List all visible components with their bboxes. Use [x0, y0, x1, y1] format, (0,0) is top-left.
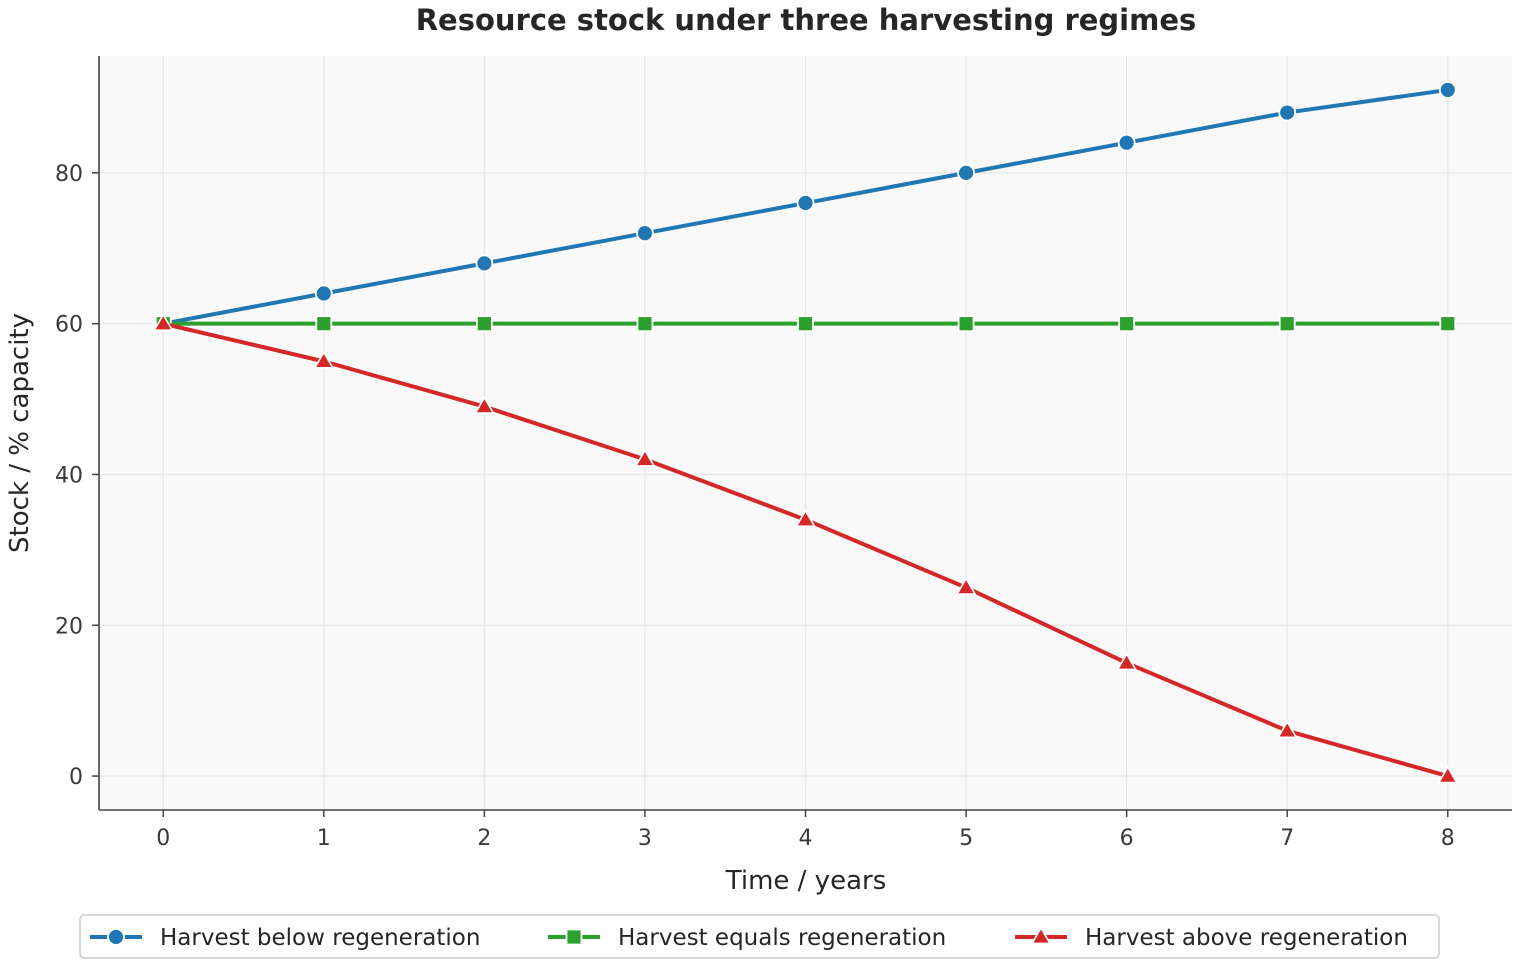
y-axis-ticks: 0 20 40 60 80: [55, 162, 99, 790]
data-point: [1437, 765, 1459, 784]
data-point: [475, 315, 493, 333]
x-tick-label: 0: [156, 826, 170, 851]
data-point: [957, 163, 975, 182]
data-point: [796, 194, 815, 212]
legend-label: Harvest equals regeneration: [618, 925, 946, 951]
x-tick-label: 6: [1120, 826, 1134, 851]
data-point: [313, 350, 335, 369]
legend-swatch-marker: [107, 928, 125, 946]
x-axis-ticks: 0 1 2 3 4 5 6 7 8: [156, 810, 1455, 851]
series-circle: [154, 81, 1457, 333]
data-point: [315, 315, 333, 333]
data-point: [314, 284, 333, 303]
series-triangle: [152, 313, 1459, 784]
data-point: [1117, 133, 1136, 152]
x-tick-label: 7: [1280, 826, 1294, 851]
y-tick-label: 60: [55, 313, 83, 338]
data-point: [955, 576, 977, 595]
data-point: [475, 254, 494, 273]
legend-swatch-marker: [1030, 926, 1052, 945]
data-point: [473, 396, 495, 414]
data-point: [957, 315, 975, 333]
chart-title: Resource stock under three harvesting re…: [416, 3, 1197, 37]
x-tick-label: 8: [1441, 826, 1455, 851]
data-point: [634, 448, 656, 467]
data-point: [152, 313, 174, 331]
data-point: [1116, 652, 1138, 671]
legend-entry: Harvest equals regeneration: [548, 925, 946, 951]
y-tick-label: 40: [55, 463, 83, 488]
gridlines: [99, 56, 1512, 810]
x-axis-label: Time / years: [725, 866, 886, 896]
legend-swatch-marker: [565, 928, 583, 946]
legend: Harvest below regeneration Harvest equals…: [79, 914, 1440, 959]
data-point: [1438, 81, 1457, 99]
y-tick-label: 80: [55, 162, 83, 187]
x-tick-label: 4: [799, 826, 813, 851]
legend-entry: Harvest above regeneration: [1015, 925, 1408, 951]
data-point: [636, 224, 654, 243]
series-square: [154, 315, 1457, 333]
data-point: [636, 315, 654, 333]
legend-frame: [79, 914, 1440, 959]
data-point: [1439, 315, 1457, 333]
x-tick-label: 3: [638, 826, 652, 851]
x-tick-label: 5: [959, 826, 973, 851]
legend-entry: Harvest below regeneration: [90, 925, 480, 951]
data-point: [1118, 315, 1136, 333]
data-point: [1278, 315, 1296, 333]
x-tick-label: 2: [477, 826, 491, 851]
y-axis-label: Stock / % capacity: [5, 313, 35, 553]
series-group: [152, 81, 1459, 784]
y-tick-label: 0: [69, 765, 83, 790]
x-tick-label: 1: [317, 826, 331, 851]
data-point: [1276, 720, 1298, 739]
data-point: [1278, 103, 1297, 122]
legend-label: Harvest below regeneration: [160, 925, 480, 951]
y-tick-label: 20: [55, 614, 83, 639]
data-point: [797, 315, 814, 333]
legend-label: Harvest above regeneration: [1085, 925, 1408, 951]
data-point: [795, 509, 816, 527]
